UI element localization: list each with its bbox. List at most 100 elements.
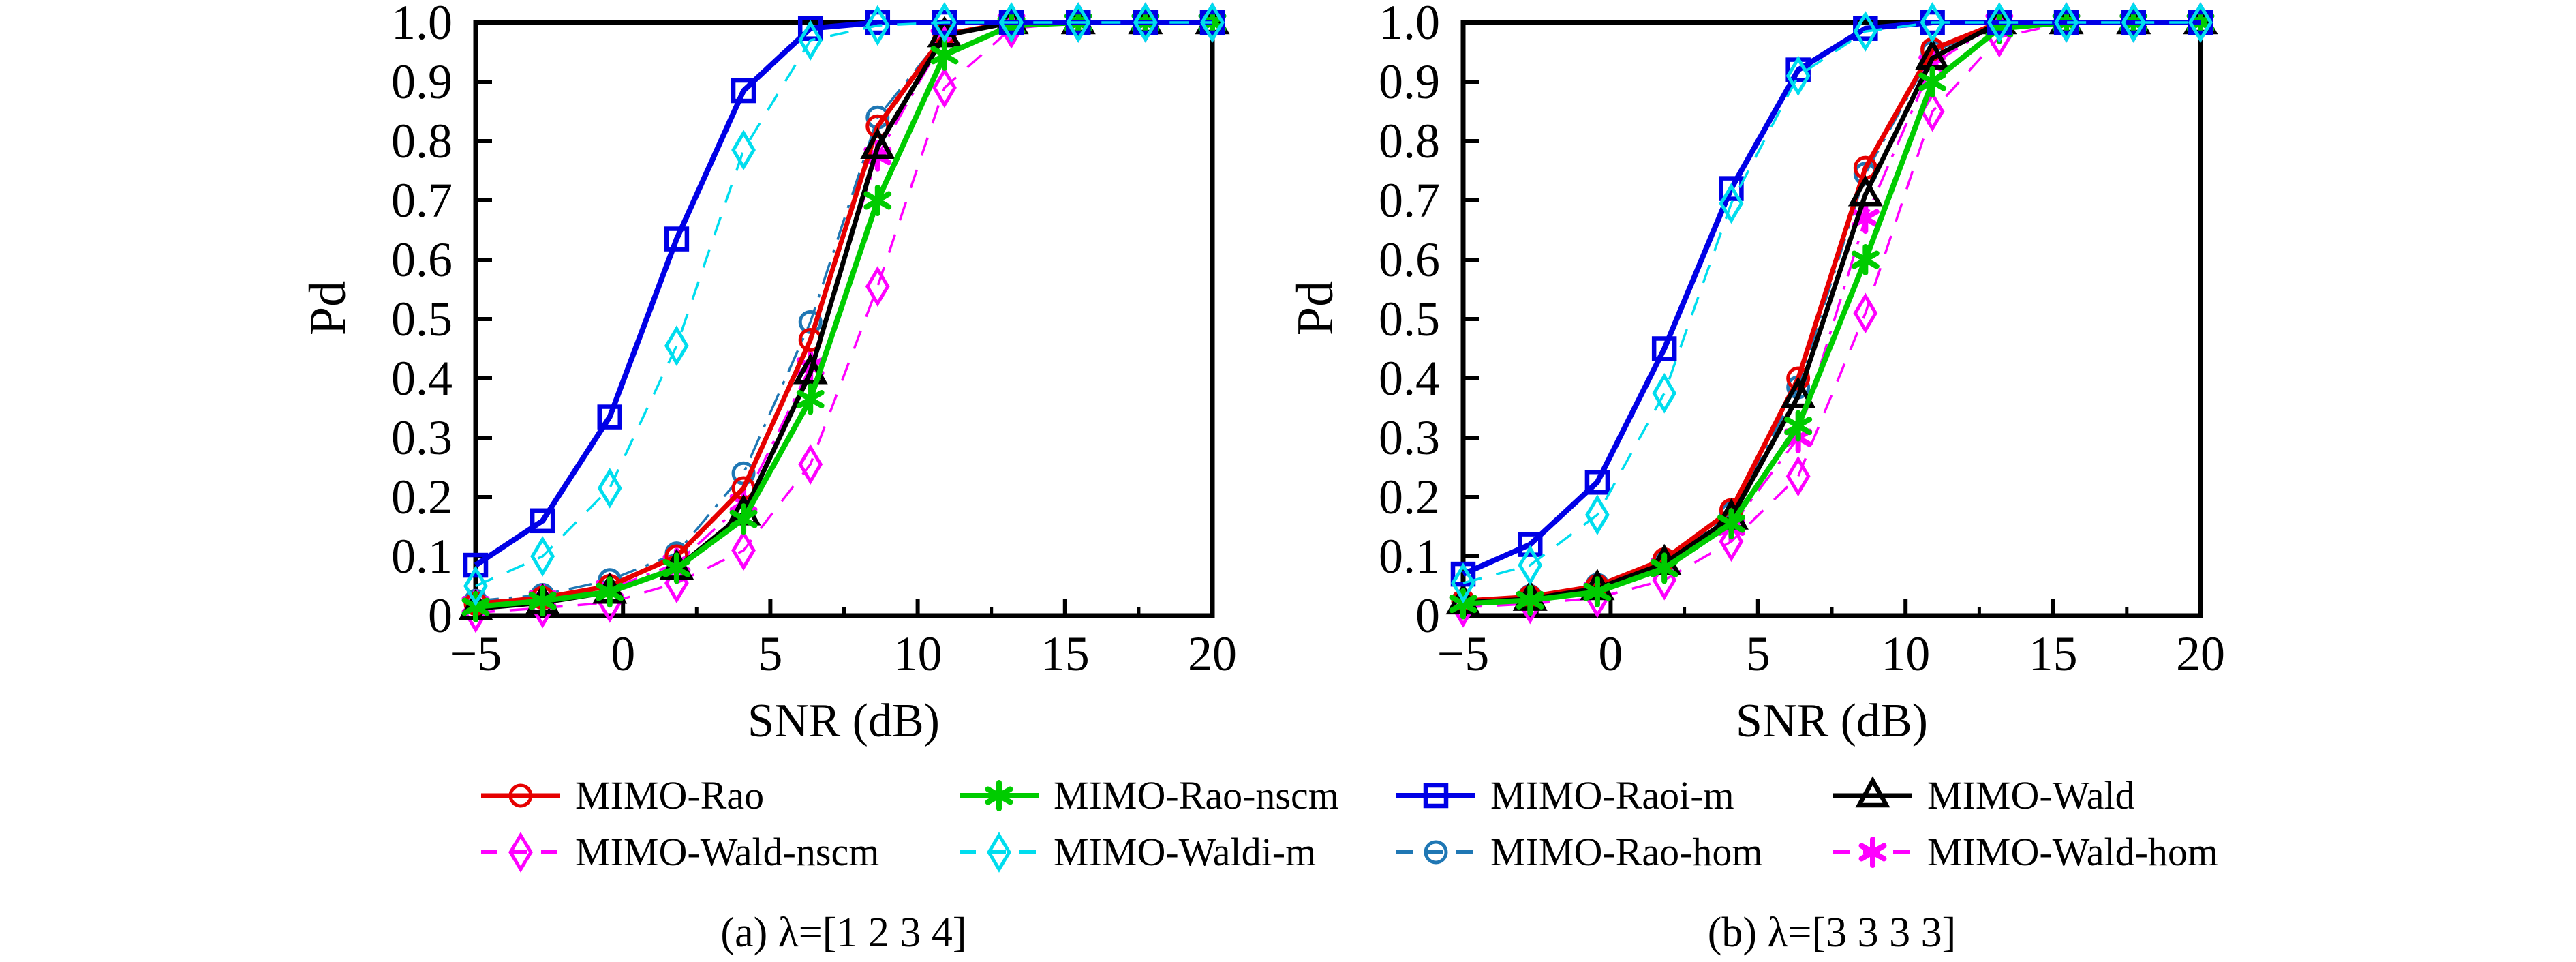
series-line xyxy=(475,21,1212,607)
marker-diamond xyxy=(798,444,823,485)
series-MIMO-Wald xyxy=(1445,3,2218,615)
x-tick-label-b: 20 xyxy=(2176,627,2225,681)
marker-asterisk xyxy=(596,576,624,608)
x-axis-title-chart-a: SNR (dB) xyxy=(748,695,940,747)
y-tick-label-b: 0.6 xyxy=(1379,232,1440,287)
y-tick-label-b: 1.0 xyxy=(1379,0,1440,50)
y-tick-label-b: 0.2 xyxy=(1379,470,1440,524)
series-line xyxy=(1462,20,2201,607)
chart-a xyxy=(458,2,1230,633)
series-MIMO-Rao-nscm xyxy=(1449,7,2215,620)
marker-triangle xyxy=(793,352,828,385)
series-MIMO-Wald xyxy=(458,3,1230,620)
series-line xyxy=(1462,21,2201,605)
marker-diamond xyxy=(1652,372,1677,414)
series-line xyxy=(475,20,1212,607)
legend-sample-MIMO-Rao xyxy=(481,783,560,808)
x-tick-label-b: 10 xyxy=(1881,627,1931,681)
chart-b xyxy=(1445,2,2218,628)
marker-diamond xyxy=(1785,55,1811,97)
legend-label: MIMO-Wald xyxy=(1927,773,2135,817)
marker-square xyxy=(1651,336,1677,361)
y-tick-label-b: 0.1 xyxy=(1379,529,1440,584)
marker-diamond xyxy=(987,832,1011,873)
marker-asterisk xyxy=(796,383,825,415)
legend-sample-MIMO-Rao-nscm xyxy=(960,780,1039,811)
x-tick-label-b: 5 xyxy=(1745,627,1770,681)
y-tick-label-a: 0.6 xyxy=(391,232,453,287)
series-line xyxy=(1462,20,2201,605)
legend-label: MIMO-Raoi-m xyxy=(1490,773,1734,817)
marker-diamond xyxy=(1920,2,1945,43)
marker-diamond xyxy=(1719,521,1744,562)
marker-diamond xyxy=(865,5,890,46)
series-MIMO-Rao-hom xyxy=(1451,10,2213,613)
y-tick-label-a: 0.9 xyxy=(391,55,453,109)
marker-square xyxy=(1719,176,1744,201)
marker-triangle xyxy=(860,127,895,159)
legend-item-MIMO-Rao: MIMO-Rao xyxy=(480,774,764,817)
series-MIMO-Rao-nscm xyxy=(461,7,1227,622)
marker-asterisk xyxy=(528,585,557,617)
marker-diamond xyxy=(1853,292,1878,334)
series-MIMO-Wald-nscm xyxy=(1451,2,2213,628)
marker-diamond xyxy=(932,2,957,43)
marker-triangle xyxy=(1855,776,1890,808)
y-axis-title-chart-a: Pd xyxy=(299,280,356,336)
x-tick-label-a: 0 xyxy=(611,627,636,681)
marker-square xyxy=(731,78,756,104)
plot-frame xyxy=(1460,20,2203,618)
legend-sample-MIMO-Wald xyxy=(1833,776,1912,808)
marker-diamond xyxy=(2188,2,2213,43)
y-tick-label-b: 0 xyxy=(1415,588,1440,643)
y-tick-label-a: 0.5 xyxy=(391,292,453,346)
legend-sample-MIMO-Rao-hom xyxy=(1396,840,1475,865)
y-tick-label-a: 0.2 xyxy=(391,470,453,524)
y-tick-label-b: 0.9 xyxy=(1379,55,1440,109)
legend-item-MIMO-Wald: MIMO-Wald xyxy=(1832,774,2135,817)
legend-item-MIMO-Waldi-m: MIMO-Waldi-m xyxy=(958,830,1316,874)
marker-asterisk xyxy=(662,552,691,584)
series-line xyxy=(475,21,1212,603)
series-MIMO-Rao xyxy=(1451,10,2213,613)
x-tick-label-a: 20 xyxy=(1188,627,1237,681)
y-tick-label-a: 0.4 xyxy=(391,351,453,406)
marker-asterisk xyxy=(1784,410,1813,442)
series-MIMO-Wald-nscm xyxy=(463,2,1225,633)
plot-frame xyxy=(473,20,1215,618)
x-tick-label-a: 10 xyxy=(893,627,942,681)
x-tick-label-b: 15 xyxy=(2028,627,2078,681)
legend-label: MIMO-Waldi-m xyxy=(1054,830,1317,874)
marker-square xyxy=(530,508,555,534)
y-tick-label-a: 0.8 xyxy=(391,114,453,168)
marker-asterisk xyxy=(930,39,959,71)
marker-square xyxy=(664,226,690,252)
marker-diamond xyxy=(597,468,622,509)
marker-asterisk xyxy=(1449,588,1477,620)
y-axis-title-chart-b: Pd xyxy=(1287,280,1344,336)
marker-diamond xyxy=(664,325,689,367)
x-tick-label-b: 0 xyxy=(1598,627,1623,681)
marker-square xyxy=(463,552,489,578)
marker-diamond xyxy=(508,832,533,873)
series-MIMO-Rao-hom xyxy=(463,10,1225,613)
marker-diamond xyxy=(1785,455,1811,497)
marker-asterisk xyxy=(863,185,892,216)
x-tick-label-a: 5 xyxy=(758,627,783,681)
marker-diamond xyxy=(731,530,756,571)
marker-diamond xyxy=(1451,562,1475,604)
legend-label: MIMO-Rao-nscm xyxy=(1054,773,1339,817)
legend-label: MIMO-Rao xyxy=(575,773,765,817)
marker-diamond xyxy=(932,67,957,108)
y-tick-label-b: 0.7 xyxy=(1379,173,1440,228)
x-tick-label-a: 15 xyxy=(1040,627,1090,681)
series-MIMO-Wald-hom xyxy=(1449,7,2215,620)
marker-asterisk xyxy=(729,503,758,535)
marker-circle xyxy=(508,783,533,808)
series-line xyxy=(1462,20,2201,603)
x-axis-title-chart-b: SNR (dB) xyxy=(1736,695,1928,747)
marker-diamond xyxy=(798,20,823,61)
y-tick-label-a: 1.0 xyxy=(391,0,453,50)
series-line xyxy=(1462,21,2201,603)
